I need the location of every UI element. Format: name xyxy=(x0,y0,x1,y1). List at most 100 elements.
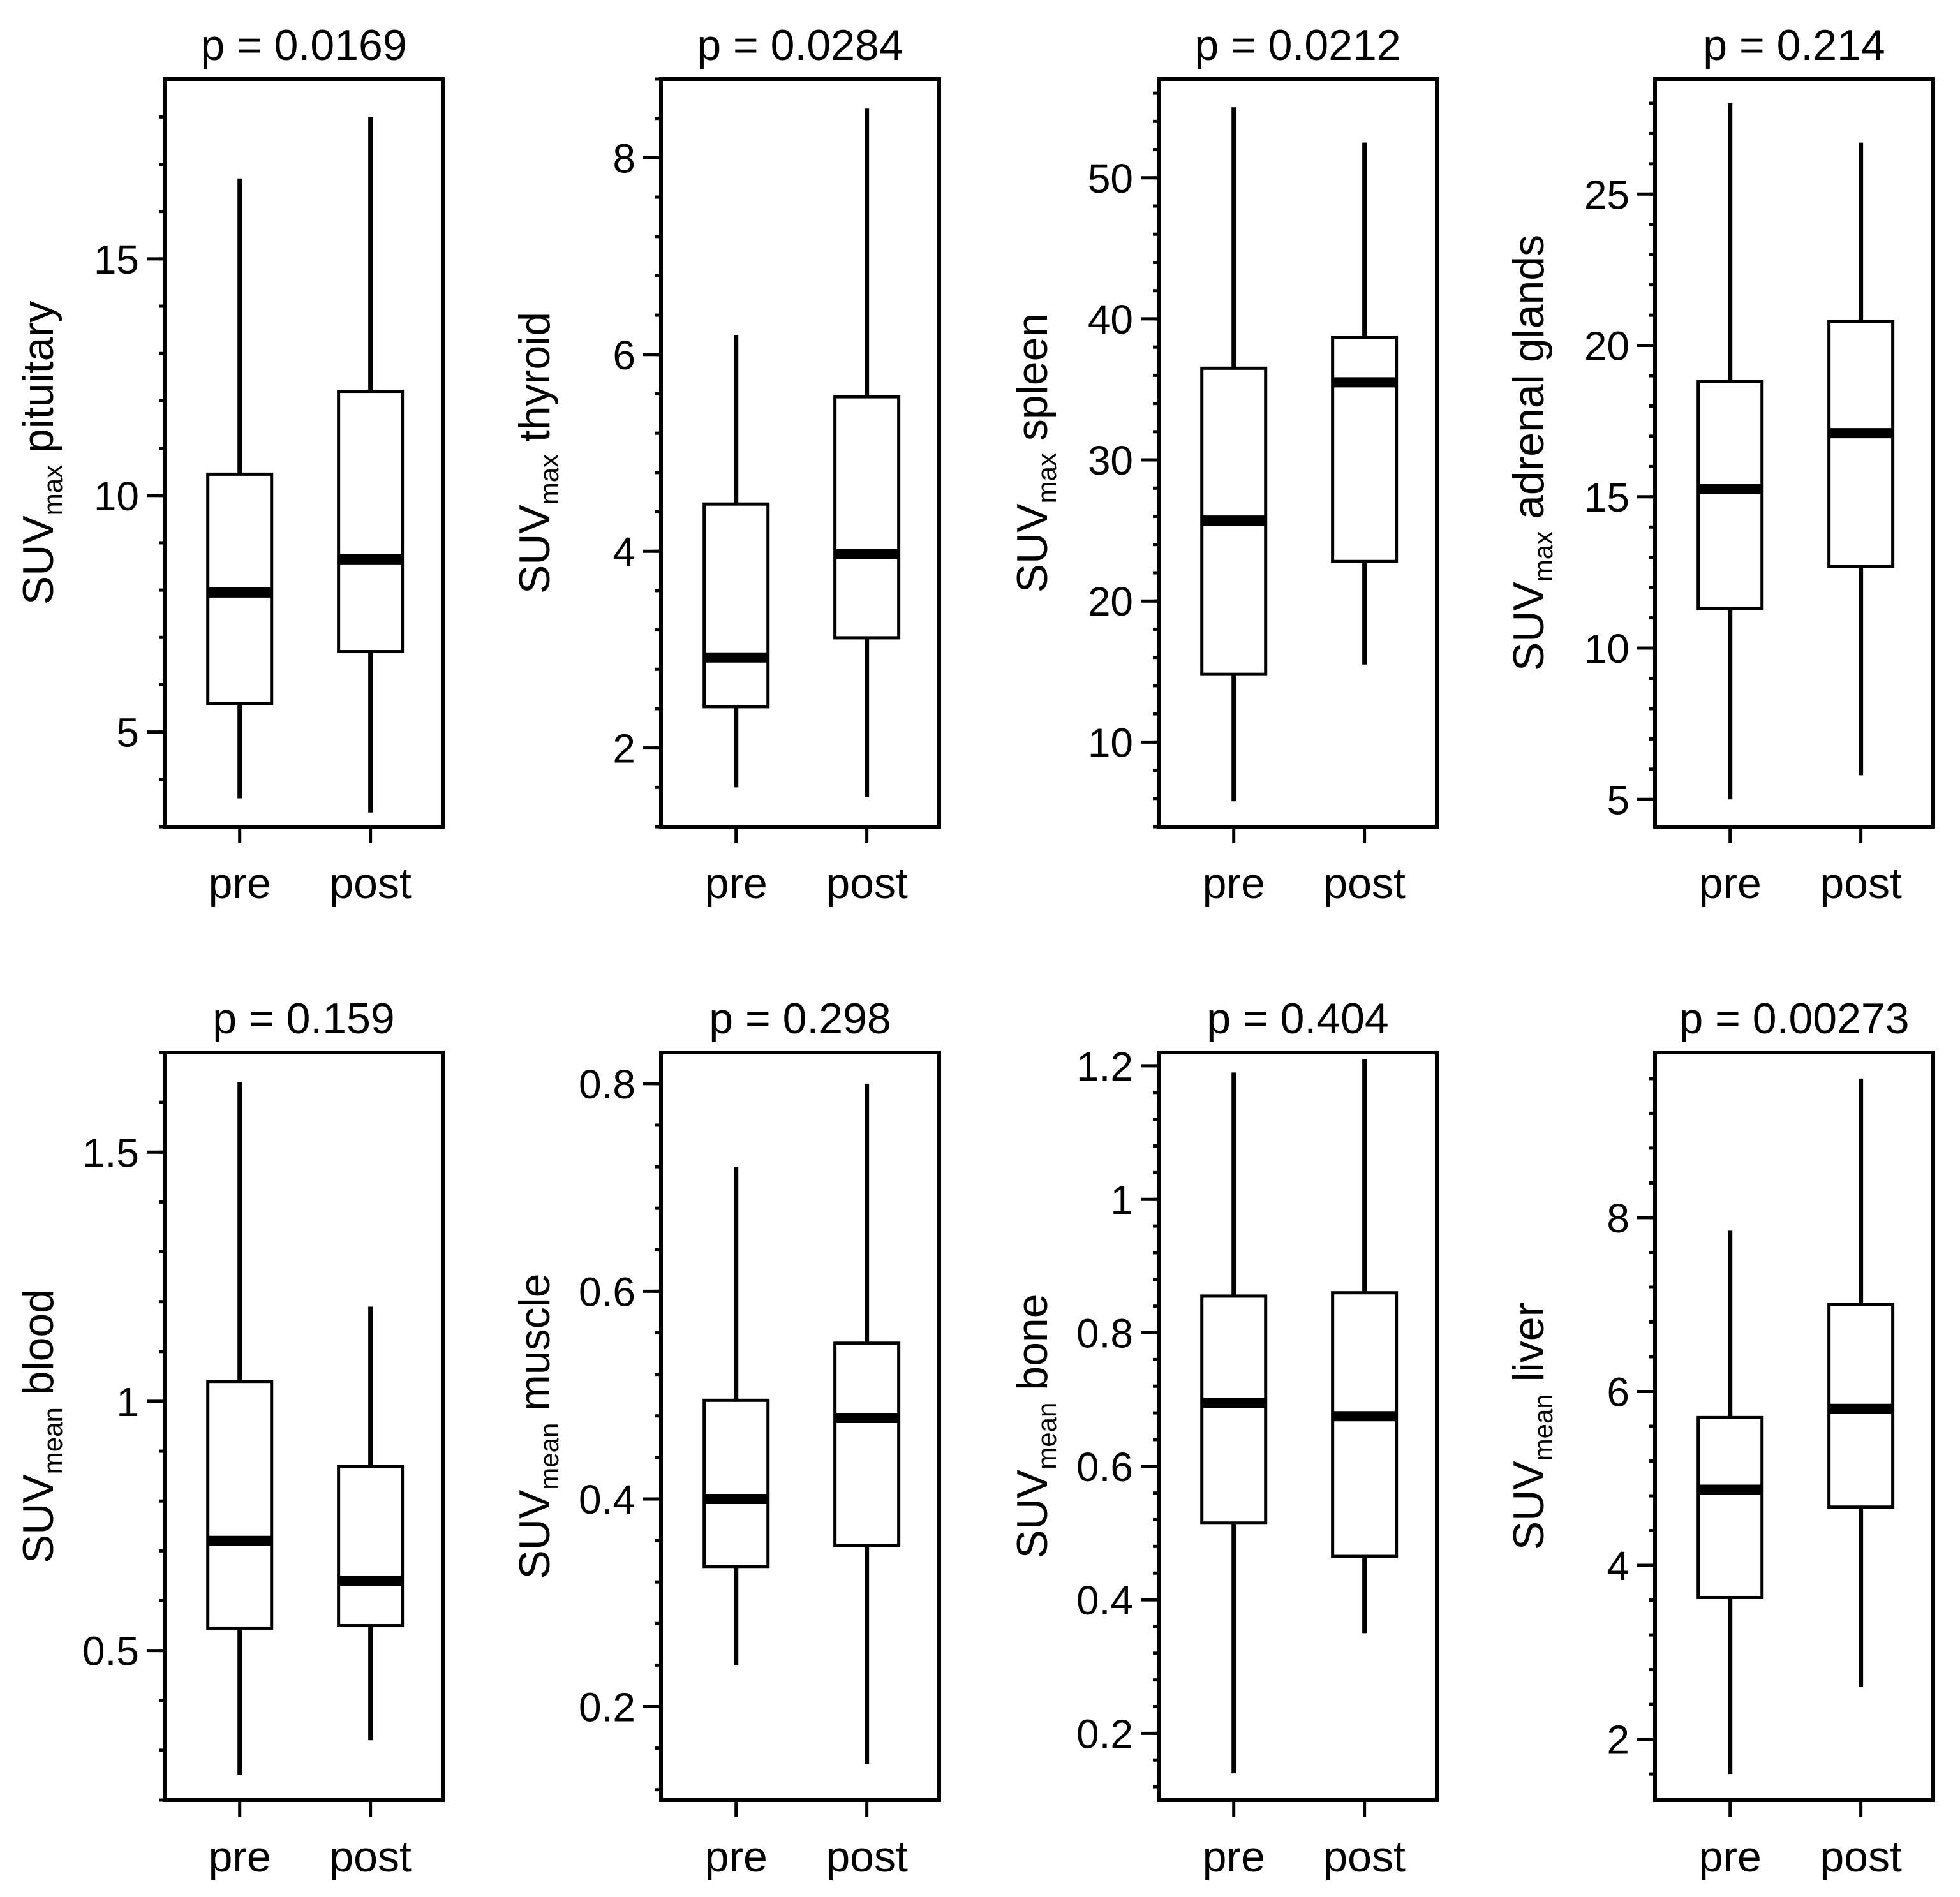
plot-frame xyxy=(659,1051,941,1802)
y-tick-label: 0.6 xyxy=(1076,1444,1133,1490)
box-iqr xyxy=(1696,380,1764,610)
y-tick-label: 4 xyxy=(612,529,635,575)
y-tick-label: 0.8 xyxy=(1076,1311,1133,1357)
x-category-label: post xyxy=(1820,1833,1902,1881)
y-axis-label-subscript: mean xyxy=(534,1423,564,1490)
box-pre xyxy=(206,178,274,799)
box-pre xyxy=(206,1082,274,1775)
y-tick-label: 0.4 xyxy=(1076,1577,1133,1623)
x-category-label: post xyxy=(329,859,412,908)
box-pre xyxy=(702,334,770,788)
y-axis-label-subscript: mean xyxy=(1528,1394,1558,1461)
y-axis-label-main: SUV xyxy=(1504,582,1553,671)
y-axis-label-main: SUV xyxy=(1008,1469,1057,1558)
x-category-label: post xyxy=(1323,859,1406,908)
y-axis-label-organ: spleen xyxy=(1008,313,1057,453)
y-tick-label: 50 xyxy=(1088,156,1133,202)
y-axis-label-subscript: max xyxy=(534,454,564,505)
y-axis-label-main: SUV xyxy=(510,505,559,594)
plot-frame xyxy=(163,1051,445,1802)
y-axis-label-subscript: max xyxy=(38,465,68,515)
y-axis-label: SUVmax thyroid xyxy=(510,312,564,594)
box-iqr xyxy=(337,390,405,654)
y-tick-label: 5 xyxy=(1607,777,1630,823)
plot-frame xyxy=(1157,77,1439,829)
y-axis-label-organ: blood xyxy=(14,1289,63,1407)
y-axis-label: SUVmean liver xyxy=(1504,1303,1558,1550)
x-category-label: post xyxy=(826,859,908,908)
boxplot-panel-2: p = 0.0284 2 4 6 8 SUVmax thyroid pre post xyxy=(510,21,941,908)
y-axis-label-organ: bone xyxy=(1008,1294,1057,1402)
y-tick-label: 20 xyxy=(1584,323,1630,369)
x-category-label: pre xyxy=(1203,1833,1265,1881)
x-category-label: pre xyxy=(1699,859,1762,908)
y-axis-label-organ: liver xyxy=(1504,1303,1553,1394)
y-tick-label: 10 xyxy=(1584,626,1630,672)
box-pre xyxy=(702,1167,770,1665)
y-tick-label: 25 xyxy=(1584,172,1630,218)
box-post xyxy=(337,1306,405,1741)
x-category-label: pre xyxy=(705,1833,768,1881)
box-iqr xyxy=(337,1465,405,1628)
boxplot-panel-7: p = 0.404 0.2 0.4 0.6 0.8 1 1.2 SUVmean bone pre… xyxy=(1008,994,1439,1881)
y-axis-label-main: SUV xyxy=(1008,503,1057,593)
box-iqr xyxy=(206,1380,274,1630)
box-iqr xyxy=(702,1398,770,1569)
plot-frame xyxy=(1653,1051,1935,1802)
box-post xyxy=(337,117,405,813)
plot-frame xyxy=(1653,77,1935,829)
y-tick-label: 20 xyxy=(1088,579,1133,624)
box-pre xyxy=(1696,103,1764,800)
plot-frame xyxy=(163,77,445,829)
box-pre xyxy=(1200,107,1268,802)
box-pre xyxy=(1200,1072,1268,1774)
y-tick-label: 6 xyxy=(1607,1369,1630,1415)
box-iqr xyxy=(1827,320,1895,568)
y-axis-label-organ: thyroid xyxy=(510,312,559,454)
y-tick-label: 1.2 xyxy=(1076,1044,1133,1089)
y-axis-label: SUVmax pituitary xyxy=(14,301,68,605)
x-category-label: post xyxy=(329,1833,412,1881)
box-iqr xyxy=(702,502,770,709)
boxplot-panel-3: p = 0.0212 10 20 30 40 50 SUVmax spleen pre post xyxy=(1008,21,1439,908)
y-tick-label: 10 xyxy=(1088,720,1133,765)
y-tick-label: 15 xyxy=(1584,475,1630,520)
chart-title: p = 0.159 xyxy=(212,994,394,1043)
y-axis-label-organ: muscle xyxy=(510,1273,559,1422)
box-post xyxy=(1827,142,1895,776)
y-tick-label: 15 xyxy=(94,237,139,283)
box-iqr xyxy=(1200,1294,1268,1525)
y-tick-label: 10 xyxy=(94,473,139,519)
box-iqr xyxy=(1331,1291,1399,1558)
y-axis-label: SUVmax adrenal glands xyxy=(1504,235,1558,671)
boxplot-panel-6: p = 0.298 0.2 0.4 0.6 0.8 SUVmean muscle pre po… xyxy=(510,994,941,1881)
y-axis-label-organ: pituitary xyxy=(14,301,63,465)
x-category-label: post xyxy=(1323,1833,1406,1881)
y-tick-label: 2 xyxy=(1607,1717,1630,1763)
boxplot-panel-8: p = 0.00273 2 4 6 8 SUVmean liver pre post xyxy=(1504,994,1935,1881)
y-tick-label: 5 xyxy=(116,710,139,756)
y-axis-label-subscript: max xyxy=(1032,453,1062,503)
boxplot-panel-4: p = 0.214 5 10 15 20 25 SUVmax adrenal glands p… xyxy=(1504,21,1935,908)
box-iqr xyxy=(1331,336,1399,563)
box-post xyxy=(1331,142,1399,665)
y-tick-label: 40 xyxy=(1088,297,1133,343)
plot-frame xyxy=(659,77,941,829)
y-tick-label: 4 xyxy=(1607,1543,1630,1589)
box-iqr xyxy=(833,1341,901,1547)
y-tick-label: 2 xyxy=(612,726,635,772)
chart-title: p = 0.0284 xyxy=(697,21,903,70)
y-axis-label-main: SUV xyxy=(14,1474,63,1563)
box-post xyxy=(1331,1059,1399,1634)
box-post xyxy=(1827,1078,1895,1687)
y-tick-label: 0.2 xyxy=(1076,1711,1133,1757)
chart-title: p = 0.0169 xyxy=(200,21,406,70)
chart-title: p = 0.00273 xyxy=(1679,994,1909,1043)
x-category-label: pre xyxy=(705,859,768,908)
x-category-label: post xyxy=(826,1833,908,1881)
y-tick-label: 1 xyxy=(1110,1177,1133,1223)
y-tick-label: 8 xyxy=(1607,1195,1630,1241)
y-tick-label: 0.5 xyxy=(82,1628,139,1674)
box-post xyxy=(833,1083,901,1764)
